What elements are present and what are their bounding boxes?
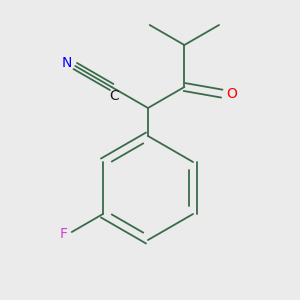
Text: N: N: [62, 56, 72, 70]
Text: F: F: [60, 227, 68, 241]
Text: O: O: [226, 87, 237, 100]
Text: C: C: [109, 89, 118, 103]
